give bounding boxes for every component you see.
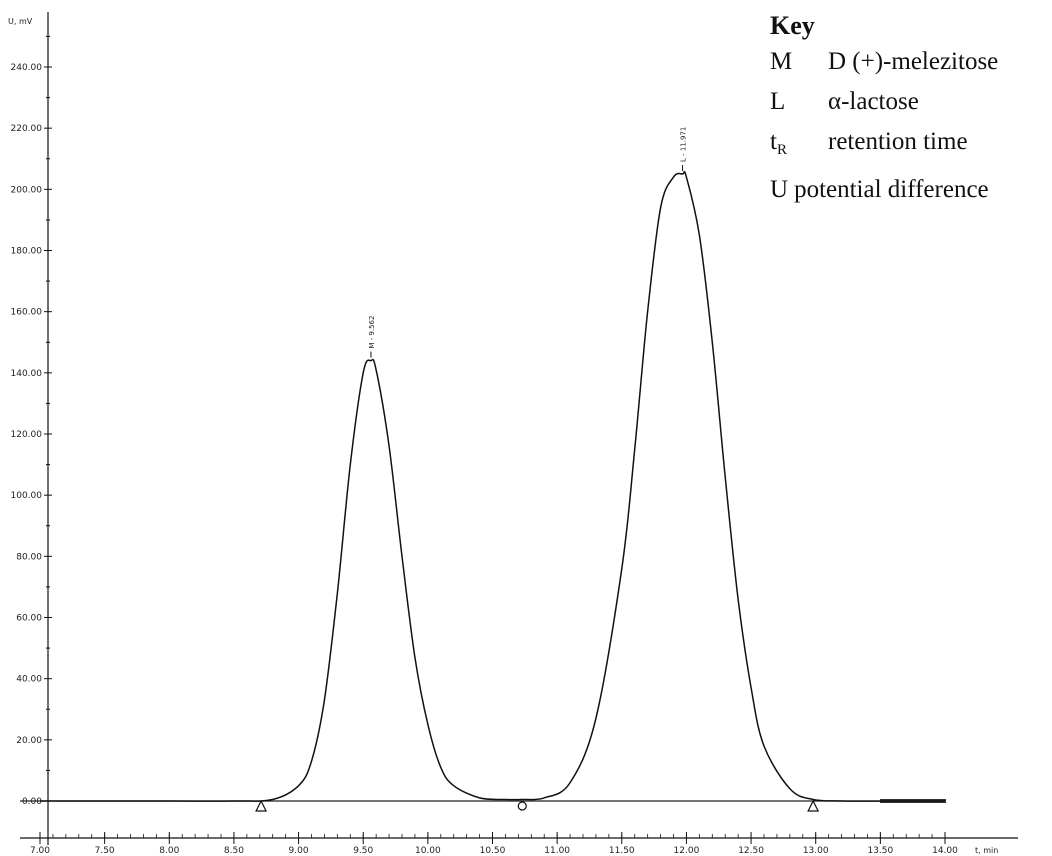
x-tick-label: 9.50 bbox=[353, 846, 373, 856]
y-tick-label: 160.00 bbox=[11, 308, 43, 318]
key-text: D (+)-melezitose bbox=[828, 48, 999, 75]
y-tick-label: 60.00 bbox=[16, 614, 42, 624]
x-tick-label: 7.00 bbox=[30, 846, 50, 856]
x-tick-label: 12.50 bbox=[738, 846, 764, 856]
x-tick-label: 10.50 bbox=[480, 846, 506, 856]
x-tick-label: 13.00 bbox=[803, 846, 829, 856]
x-axis: t, min bbox=[20, 837, 1018, 855]
baseline-marker-triangle bbox=[807, 799, 820, 812]
peak-label: L - 11.971 bbox=[680, 127, 688, 162]
baseline-marker-triangle bbox=[255, 799, 268, 812]
key-entry-retention-time: tR retention time bbox=[770, 122, 998, 170]
x-tick-label: 11.00 bbox=[544, 846, 570, 856]
y-ticks: 0.00 20.00 40.00 60.00 80.00 100.00 120.00 140.… bbox=[11, 35, 52, 807]
x-tick-label: 9.00 bbox=[289, 846, 309, 856]
key-symbol: U bbox=[770, 176, 789, 203]
key-entry-melezitose: M D (+)-melezitose bbox=[770, 42, 998, 82]
legend-key: Key M D (+)-melezitose L α-lactose tR re… bbox=[770, 10, 998, 210]
x-tick-label: 10.00 bbox=[415, 846, 441, 856]
y-tick-label: 120.00 bbox=[11, 430, 43, 440]
y-tick-label: 40.00 bbox=[16, 675, 42, 685]
y-tick-label: 80.00 bbox=[16, 552, 42, 562]
x-tick-label: 12.00 bbox=[674, 846, 700, 856]
x-tick-label: 11.50 bbox=[609, 846, 635, 856]
x-tick-label: 8.00 bbox=[159, 846, 179, 856]
key-title: Key bbox=[770, 11, 815, 40]
x-tick-label: 7.50 bbox=[95, 846, 115, 856]
key-text: retention time bbox=[828, 128, 968, 155]
y-tick-label: 140.00 bbox=[11, 369, 43, 379]
y-axis-label: U, mV bbox=[8, 17, 33, 26]
key-entry-lactose: L α-lactose bbox=[770, 82, 998, 122]
y-tick-label: 100.00 bbox=[11, 491, 43, 501]
x-tick-label: 14.00 bbox=[932, 846, 958, 856]
key-entry-potential-difference: U potential difference bbox=[770, 170, 998, 210]
y-tick-label: 240.00 bbox=[11, 63, 43, 73]
key-symbol: M bbox=[770, 48, 793, 75]
x-tick-label: 13.50 bbox=[867, 846, 893, 856]
baseline-markers bbox=[255, 799, 820, 812]
key-symbol-subscript: R bbox=[776, 142, 787, 158]
key-text: potential difference bbox=[794, 176, 989, 203]
series-line bbox=[39, 170, 945, 802]
y-tick-label: 200.00 bbox=[11, 185, 43, 195]
key-symbol: tR bbox=[770, 122, 828, 170]
y-tick-label: 180.00 bbox=[11, 247, 43, 257]
key-symbol: L bbox=[770, 88, 786, 115]
peak-label: M - 9.562 bbox=[368, 316, 376, 349]
key-text: α-lactose bbox=[828, 88, 919, 115]
x-tick-label: 8.50 bbox=[224, 846, 244, 856]
key-symbol-base: t bbox=[770, 128, 777, 155]
x-axis-label: t, min bbox=[975, 846, 998, 855]
baseline-marker-circle bbox=[517, 801, 527, 811]
y-axis: U, mV bbox=[8, 12, 49, 845]
y-tick-label: 20.00 bbox=[16, 736, 42, 746]
y-tick-label: 220.00 bbox=[11, 124, 43, 134]
x-ticks: 7.00 7.50 8.00 8.50 9.00 9.50 10.00 10.50 11.00 1… bbox=[30, 832, 958, 856]
peak-labels: M - 9.562 L - 11.971 bbox=[368, 127, 688, 358]
y-tick-label: 0.00 bbox=[22, 797, 42, 807]
